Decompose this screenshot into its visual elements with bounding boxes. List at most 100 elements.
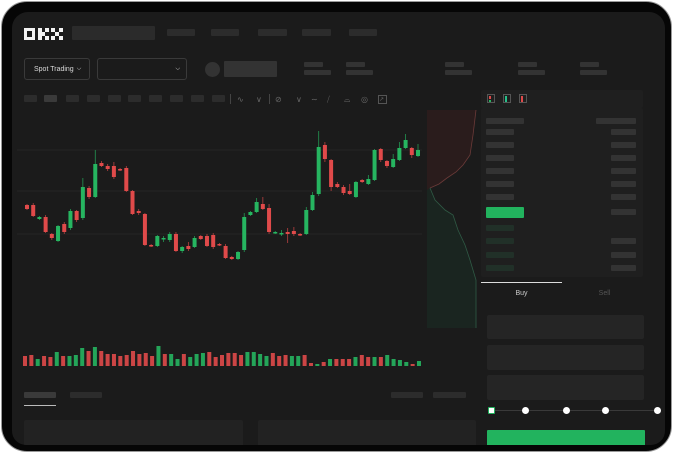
pair-select[interactable]: ⌵ xyxy=(97,58,187,80)
orderbook-ask-price[interactable] xyxy=(486,181,514,187)
volume-bar xyxy=(391,359,396,366)
buy-button[interactable] xyxy=(487,430,645,445)
interval-button[interactable] xyxy=(149,95,162,102)
orderbook-bid-price[interactable] xyxy=(486,225,514,231)
volume-bar xyxy=(213,357,218,366)
bottom-tab[interactable] xyxy=(70,392,102,398)
orderbook-bid-price[interactable] xyxy=(486,265,514,271)
orderbook-bid-price[interactable] xyxy=(486,238,514,244)
slider-step[interactable] xyxy=(602,407,609,414)
slider-step[interactable] xyxy=(654,407,661,414)
candle-body xyxy=(353,182,358,197)
volume-bar xyxy=(366,357,371,366)
orderbook-ask-size[interactable] xyxy=(611,181,636,187)
mid-price-highlight[interactable] xyxy=(486,207,524,218)
interval-button[interactable] xyxy=(191,95,204,102)
interval-button[interactable] xyxy=(212,95,225,102)
interval-button[interactable] xyxy=(128,95,141,102)
bids-only-icon[interactable] xyxy=(503,94,511,103)
bottom-action[interactable] xyxy=(391,392,423,398)
orderbook-ask-price[interactable] xyxy=(486,194,514,200)
volume-bar xyxy=(156,346,161,366)
orderbook-bid-size[interactable] xyxy=(611,252,636,258)
camera-icon[interactable]: ⌓ xyxy=(344,95,351,104)
depth-chart xyxy=(427,110,477,328)
amount-input[interactable] xyxy=(487,345,644,370)
orderbook-ask-price[interactable] xyxy=(486,168,514,174)
orderbook-ask-price[interactable] xyxy=(486,142,514,148)
interval-button[interactable] xyxy=(44,95,57,102)
orderbook-ask-size[interactable] xyxy=(611,142,636,148)
interval-button[interactable] xyxy=(24,95,37,102)
interval-button[interactable] xyxy=(87,95,100,102)
spot-trading-dropdown[interactable]: Spot Trading ⌵ xyxy=(24,58,90,80)
candle-body xyxy=(316,147,321,194)
volume-bar xyxy=(80,348,85,366)
volume-bar xyxy=(48,357,53,366)
orderbook-ask-size[interactable] xyxy=(611,168,636,174)
orderbook-ask-size[interactable] xyxy=(611,194,636,200)
candle-body xyxy=(416,150,420,156)
candle-body xyxy=(322,145,327,159)
ruler-icon[interactable]: ⧸ xyxy=(327,95,330,104)
asks-only-icon[interactable] xyxy=(519,94,527,103)
chart-type-icon[interactable]: ∨ xyxy=(256,95,262,104)
orderbook-ask-size[interactable] xyxy=(611,129,636,135)
volume-bar xyxy=(137,354,142,366)
volume-bar xyxy=(245,352,250,366)
orderbook-ask-size[interactable] xyxy=(611,155,636,161)
volume-bar xyxy=(194,354,199,366)
nav-item[interactable] xyxy=(258,29,287,36)
trading-screen: Spot Trading ⌵ ⌵ ∿ ∨ ⊘ ∨ ∼ ⧸ ⌓ ◎ ↗ Buy xyxy=(12,12,665,445)
chevron-down-icon[interactable]: ∨ xyxy=(296,95,302,104)
interval-button[interactable] xyxy=(66,95,79,102)
total-input[interactable] xyxy=(487,375,644,400)
line-tool-icon[interactable]: ∼ xyxy=(311,95,318,104)
slider-step[interactable] xyxy=(522,407,529,414)
both-sides-icon[interactable] xyxy=(487,94,495,103)
orderbook-ask-price[interactable] xyxy=(486,129,514,135)
fullscreen-icon[interactable]: ↗ xyxy=(378,95,387,104)
volume-bar xyxy=(73,355,78,366)
okx-logo[interactable] xyxy=(24,27,64,40)
settings-icon[interactable]: ◎ xyxy=(361,95,368,104)
slider-step[interactable] xyxy=(563,407,570,414)
interval-button[interactable] xyxy=(170,95,183,102)
bottom-action[interactable] xyxy=(433,392,466,398)
candle-body xyxy=(93,164,98,197)
candle-body xyxy=(341,187,346,193)
candlestick-chart[interactable] xyxy=(12,12,482,382)
volume-bar xyxy=(207,352,212,366)
volume-bar xyxy=(385,355,390,366)
price-input[interactable] xyxy=(487,315,644,339)
nav-item[interactable] xyxy=(167,29,195,36)
indicator-icon[interactable]: ∿ xyxy=(237,95,244,104)
orderbook-bid-size[interactable] xyxy=(611,238,636,244)
tab-buy[interactable]: Buy xyxy=(515,290,528,297)
nav-item[interactable] xyxy=(211,29,239,36)
volume-bar xyxy=(270,353,275,366)
interval-button[interactable] xyxy=(108,95,121,102)
header-search-placeholder[interactable] xyxy=(72,26,155,40)
coin-avatar xyxy=(205,62,220,77)
slider-step[interactable] xyxy=(488,407,495,414)
candle-body xyxy=(360,180,365,182)
tab-sell[interactable]: Sell xyxy=(598,290,611,297)
nav-item[interactable] xyxy=(349,29,377,36)
orderbook-bid-price[interactable] xyxy=(486,252,514,258)
bottom-tab-active[interactable] xyxy=(24,392,56,398)
amount-slider-track[interactable] xyxy=(491,410,657,411)
volume-bar xyxy=(232,353,237,366)
orderbook-ask-size[interactable] xyxy=(611,209,636,215)
orderbook-bid-size[interactable] xyxy=(611,265,636,271)
volume-bar xyxy=(296,356,301,366)
orderbook-ask-price[interactable] xyxy=(486,118,524,124)
volume-bar xyxy=(353,357,358,366)
orderbook-ask-price[interactable] xyxy=(486,155,514,161)
orderbook-ask-size[interactable] xyxy=(596,118,636,124)
candle-body xyxy=(366,179,371,184)
nav-item[interactable] xyxy=(302,29,331,36)
volume-bar xyxy=(277,356,282,366)
depth-bids-line xyxy=(429,187,477,328)
interval-icon[interactable]: ⊘ xyxy=(275,95,282,104)
